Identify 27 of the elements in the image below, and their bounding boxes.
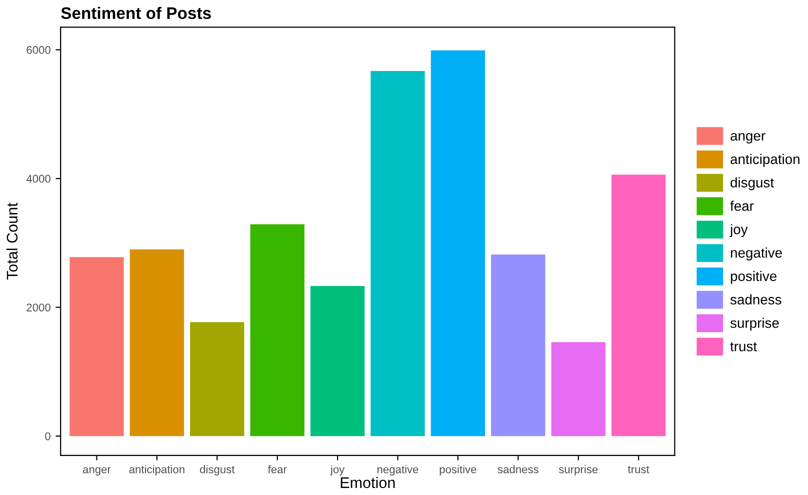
legend-label: trust <box>730 342 757 352</box>
y-axis-title: Total Count <box>6 202 18 280</box>
x-tick-label: negative <box>377 465 418 476</box>
x-tick-label: joy <box>330 465 345 476</box>
x-axis-title: Emotion <box>340 476 395 488</box>
chart-title: Sentiment of Posts <box>61 6 211 20</box>
x-tick-label: anticipation <box>129 465 184 476</box>
x-tick-label: fear <box>268 465 287 474</box>
x-tick-label: positive <box>440 465 476 476</box>
x-tick-label: trust <box>628 466 650 474</box>
x-tick-label: disgust <box>200 465 235 476</box>
legend-label: anticipation <box>730 154 800 167</box>
legend-label: fear <box>730 200 754 211</box>
y-tick-label: 0 <box>45 432 50 440</box>
x-tick-label: surprise <box>558 465 598 476</box>
legend-label: disgust <box>730 177 774 190</box>
y-tick-label: 2000 <box>26 304 50 312</box>
y-tick-label: 6000 <box>26 46 50 54</box>
legend-label: negative <box>730 247 782 260</box>
legend-label: sadness <box>730 294 782 305</box>
x-tick-label: anger <box>82 467 111 476</box>
legend-label: anger <box>730 133 766 144</box>
legend-label: positive <box>730 270 776 284</box>
y-tick-label: 4000 <box>26 174 50 183</box>
x-tick-label: sadness <box>498 465 538 474</box>
legend-label: surprise <box>730 318 779 331</box>
legend-label: joy <box>730 224 748 238</box>
